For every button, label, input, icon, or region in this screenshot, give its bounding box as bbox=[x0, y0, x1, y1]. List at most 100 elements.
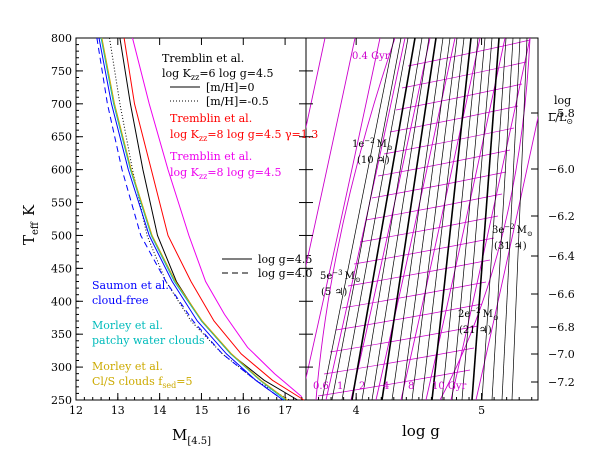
mass-track-16 bbox=[481, 38, 507, 400]
right-lum-tick-label-7: −7.2 bbox=[548, 376, 575, 389]
left-ytick-label-11: 800 bbox=[51, 32, 72, 45]
mass-track-5 bbox=[371, 38, 430, 400]
left-ytick-label-0: 250 bbox=[51, 394, 72, 407]
annot-morley-cl-1: Morley et al. bbox=[92, 360, 163, 373]
teff-rib-14 bbox=[401, 61, 527, 89]
right-ylabel-lum: L/L⊙ bbox=[548, 111, 573, 126]
mass-track-10 bbox=[421, 38, 465, 400]
annot-morley-cl-2: Cl/S clouds fsed=5 bbox=[92, 375, 193, 390]
left-xtick-label-2: 14 bbox=[153, 404, 167, 417]
mass-track-3 bbox=[351, 38, 416, 400]
legend-mh05: [m/H]=-0.5 bbox=[206, 95, 269, 108]
left-ytick-label-6: 550 bbox=[51, 197, 72, 210]
left-series-line-5 bbox=[96, 37, 284, 401]
left-series bbox=[96, 37, 305, 401]
age-label-8: 8 bbox=[408, 381, 414, 392]
mass-track-14 bbox=[461, 38, 493, 400]
left-ylabel: TeffK bbox=[20, 204, 41, 245]
right-xlabel: log g bbox=[402, 422, 440, 440]
legend-g45: log g=4.5 bbox=[258, 253, 312, 266]
isochrone-8 bbox=[450, 38, 531, 400]
annot-morley-water-2: patchy water clouds bbox=[92, 334, 205, 347]
boundary-old bbox=[439, 38, 531, 400]
left-ytick-label-4: 450 bbox=[51, 262, 72, 275]
left-xtick-label-4: 16 bbox=[236, 404, 250, 417]
right-grid-lines bbox=[306, 38, 538, 400]
left-ytick-label-7: 600 bbox=[51, 164, 72, 177]
right-lum-tick-label-1: −6.0 bbox=[548, 163, 575, 176]
mass-track-15 bbox=[471, 38, 500, 400]
left-ytick-label-3: 400 bbox=[51, 295, 72, 308]
left-series-line-2 bbox=[123, 37, 305, 401]
mass-track-0 bbox=[321, 38, 395, 400]
right-isochrone-grid bbox=[306, 38, 538, 400]
left-xtick-label-3: 15 bbox=[194, 404, 208, 417]
mass-label-3e-2: 3e−2 M⊙ bbox=[492, 223, 533, 238]
mass-track-4 bbox=[361, 38, 423, 400]
mass-label-3e-2-jup: (31 ♃) bbox=[494, 241, 527, 252]
annot-tremblin-red: Tremblin et al. bbox=[170, 112, 252, 125]
isochrone-7 bbox=[425, 38, 506, 400]
mass-track-12 bbox=[441, 38, 479, 400]
mass-track-19 bbox=[511, 38, 528, 400]
left-ytick-label-2: 350 bbox=[51, 328, 72, 341]
left-series-line-0 bbox=[119, 37, 298, 401]
mass-track-18 bbox=[501, 38, 521, 400]
left-xtick-label-0: 12 bbox=[69, 404, 83, 417]
isochrone-0 bbox=[306, 38, 326, 130]
mass-track-17 bbox=[491, 38, 514, 400]
teff-rib-10 bbox=[377, 149, 511, 177]
right-lum-tick-label-2: −6.2 bbox=[548, 210, 575, 223]
right-lum-tick-label-0: −5.8 bbox=[548, 107, 575, 120]
right-lum-tick-label-6: −7.0 bbox=[548, 348, 575, 361]
teff-rib-7 bbox=[359, 215, 499, 243]
teff-rib-4 bbox=[341, 281, 487, 309]
left-ytick-label-10: 750 bbox=[51, 65, 72, 78]
right-axis-ticks: 4 5 −5.8 −6.0 −6.2 −6.4 −6.6 −6.8 −7.0 −7.2 bbox=[305, 37, 575, 417]
annot-tremblin-red-params: log Kzz=8 log g=4.5 γ=1.3 bbox=[170, 128, 318, 143]
boundary-young bbox=[315, 38, 396, 400]
isochrone-1 bbox=[306, 38, 356, 268]
left-series-line-4 bbox=[98, 37, 284, 401]
left-series-line-7 bbox=[101, 37, 288, 401]
annot-tremblin-magenta-params: log Kzz=8 log g=4.5 bbox=[170, 166, 282, 181]
left-ytick-label-9: 700 bbox=[51, 98, 72, 111]
left-xtick-label-5: 17 bbox=[278, 404, 292, 417]
left-ytick-label-5: 500 bbox=[51, 229, 72, 242]
teff-rib-6 bbox=[353, 237, 495, 265]
age-label-0.6: 0.6 bbox=[313, 381, 329, 392]
mass-label-2e-2: 2e−2 M⊙ bbox=[458, 307, 499, 322]
left-ytick-label-1: 300 bbox=[51, 361, 72, 374]
age-label-1: 1 bbox=[337, 381, 343, 392]
mass-label-1e-2: 1e−2 M⊙ bbox=[352, 137, 393, 152]
annot-tremblin-magenta: Tremblin et al. bbox=[170, 150, 252, 163]
right-ylabel-log: log bbox=[554, 94, 571, 107]
mass-track-11 bbox=[431, 38, 472, 400]
annot-saumon-1: Saumon et al. bbox=[92, 279, 169, 292]
left-ytick-label-8: 650 bbox=[51, 131, 72, 144]
right-panel: 4 5 −5.8 −6.0 −6.2 −6.4 −6.6 −6.8 −7.0 −7.2 log g… bbox=[305, 37, 575, 440]
age-label-2: 2 bbox=[359, 381, 365, 392]
isochrone-2 bbox=[306, 38, 381, 380]
mass-track-6 bbox=[381, 38, 437, 400]
mass-label-5e-3: 5e−3 M⊙ bbox=[320, 269, 361, 284]
age-label-4: 4 bbox=[383, 381, 389, 392]
mass-track-2 bbox=[341, 38, 409, 400]
right-xtick-label-0: 4 bbox=[353, 404, 360, 417]
left-axis-ticks: 12 13 14 15 16 17 250 300 350 400 450 500 550 600 650 7… bbox=[51, 32, 306, 417]
mass-label-5e-3-jup: (5 ♃) bbox=[321, 287, 347, 298]
isochrone-6 bbox=[400, 38, 481, 400]
left-series-line-3 bbox=[132, 37, 303, 398]
teff-rib-3 bbox=[335, 303, 483, 331]
age-label-0.4: 0.4 Gyr bbox=[352, 51, 390, 62]
mass-track-8 bbox=[401, 38, 451, 400]
isochrone-3 bbox=[325, 38, 406, 400]
left-xtick-label-1: 13 bbox=[111, 404, 125, 417]
mass-track-1 bbox=[331, 38, 402, 400]
annot-tremblin-black: Tremblin et al. bbox=[162, 52, 244, 65]
mass-label-1e-2-jup: (10 ♃) bbox=[357, 155, 390, 166]
left-panel: 12 13 14 15 16 17 250 300 350 400 450 500 550 600 650 7… bbox=[20, 32, 318, 447]
right-lum-tick-label-5: −6.8 bbox=[548, 321, 575, 334]
right-lum-tick-label-3: −6.4 bbox=[548, 250, 575, 263]
